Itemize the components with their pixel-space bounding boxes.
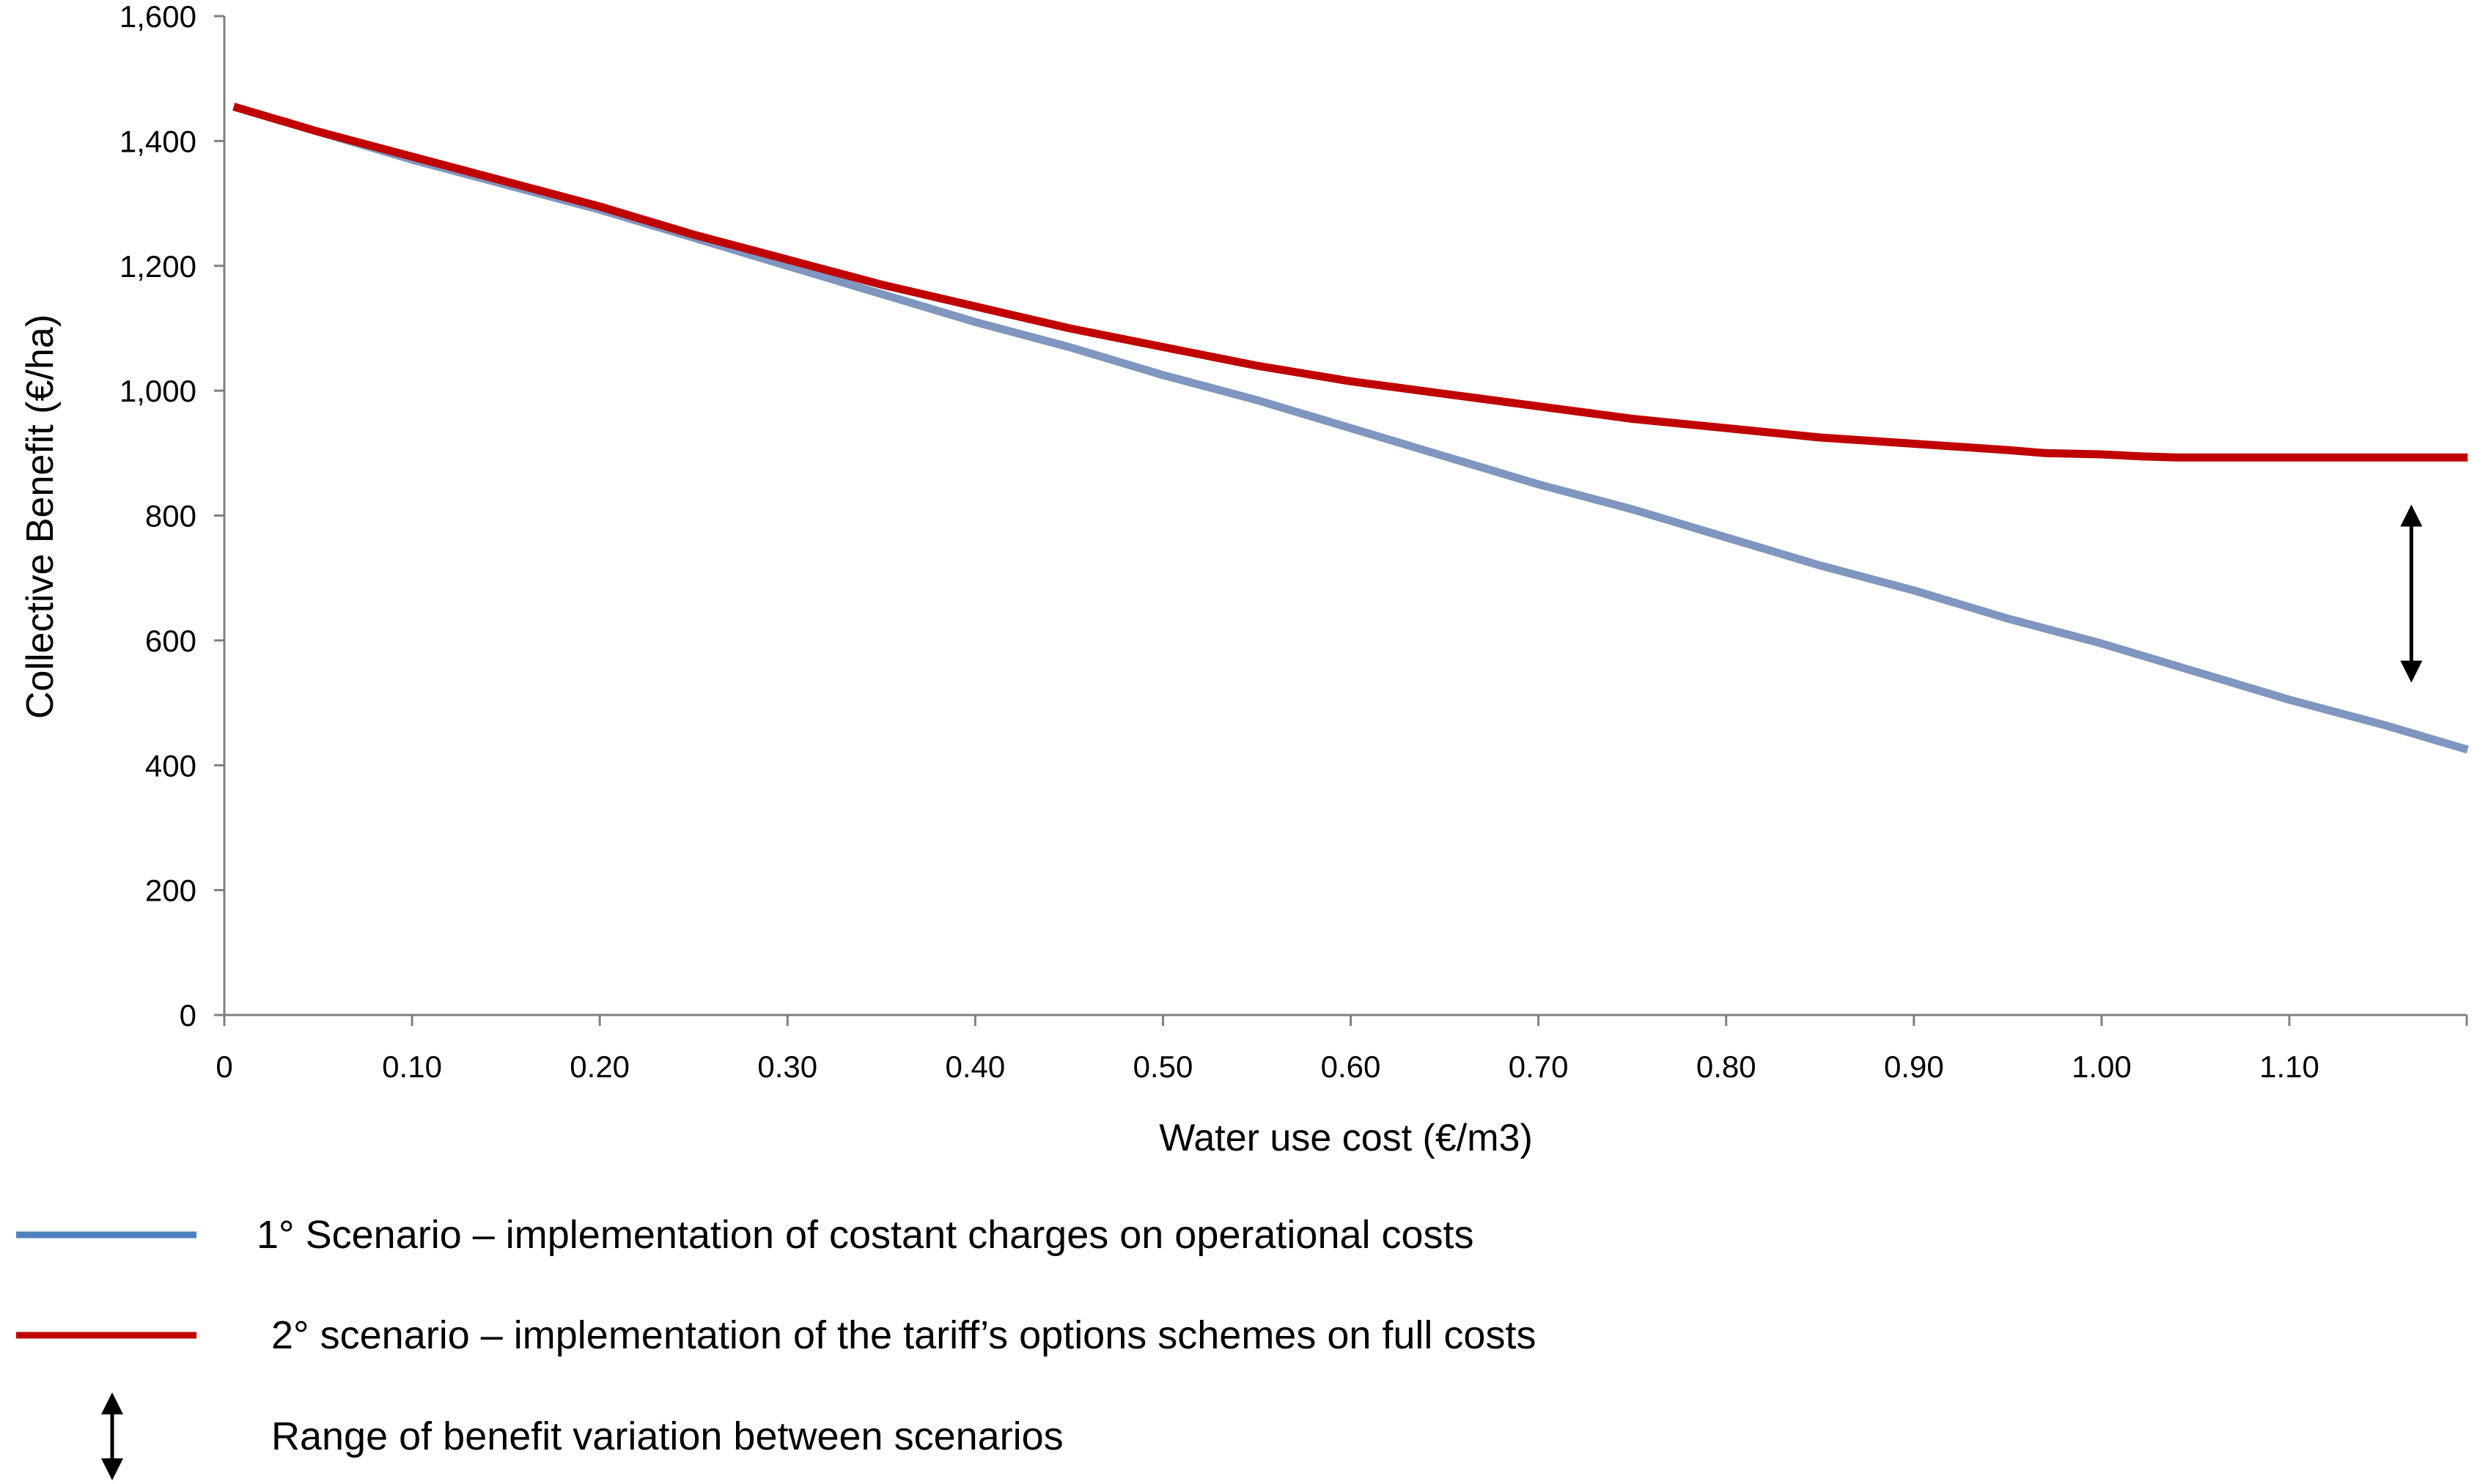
x-tick-label: 0.30	[757, 1049, 817, 1084]
legend-label-2: 2° scenario – implementation of the tari…	[271, 1313, 1536, 1357]
x-tick-label: 0.80	[1696, 1049, 1756, 1084]
series-line-1	[232, 103, 2469, 754]
x-tick-label: 0.60	[1321, 1049, 1381, 1084]
y-tick-label: 400	[145, 748, 196, 783]
x-tick-label: 0.90	[1884, 1049, 1944, 1084]
x-tick-label: 1.10	[2259, 1049, 2319, 1084]
x-tick-label: 0.40	[945, 1049, 1005, 1084]
y-ticks: 0 200 400 600 800 1,000 1,200 1,400 1,600	[119, 0, 224, 1033]
y-tick-label: 600	[145, 624, 196, 658]
x-ticks: 0 0.10 0.20 0.30 0.40 0.50 0.60 0.70 0.80 0.90 1.0…	[216, 1015, 2468, 1084]
x-tick-label: 0	[216, 1049, 232, 1084]
y-tick-label: 200	[145, 874, 196, 908]
y-tick-label: 1,000	[119, 374, 196, 408]
series-line-2	[232, 103, 2468, 462]
y-tick-label: 0	[180, 998, 196, 1033]
legend-label-3: Range of benefit variation between scena…	[271, 1414, 1064, 1458]
y-tick-label: 1,400	[119, 124, 196, 158]
x-tick-label: 0.10	[382, 1049, 442, 1084]
legend-label-1: 1° Scenario – implementation of costant …	[257, 1213, 1474, 1257]
y-tick-label: 1,600	[119, 0, 196, 34]
x-tick-label: 0.20	[570, 1049, 630, 1084]
y-tick-label: 1,200	[119, 249, 196, 284]
x-tick-label: 0.70	[1509, 1049, 1569, 1084]
legend: 1° Scenario – implementation of costant …	[16, 1213, 1536, 1480]
series-lines	[232, 103, 2469, 754]
y-axis-title: Collective Benefit (€/ha)	[19, 314, 62, 719]
x-axis-title: Water use cost (€/m3)	[1159, 1117, 1533, 1159]
x-tick-label: 0.50	[1133, 1049, 1193, 1084]
y-tick-label: 800	[145, 499, 196, 534]
x-tick-label: 1.00	[2072, 1049, 2132, 1084]
